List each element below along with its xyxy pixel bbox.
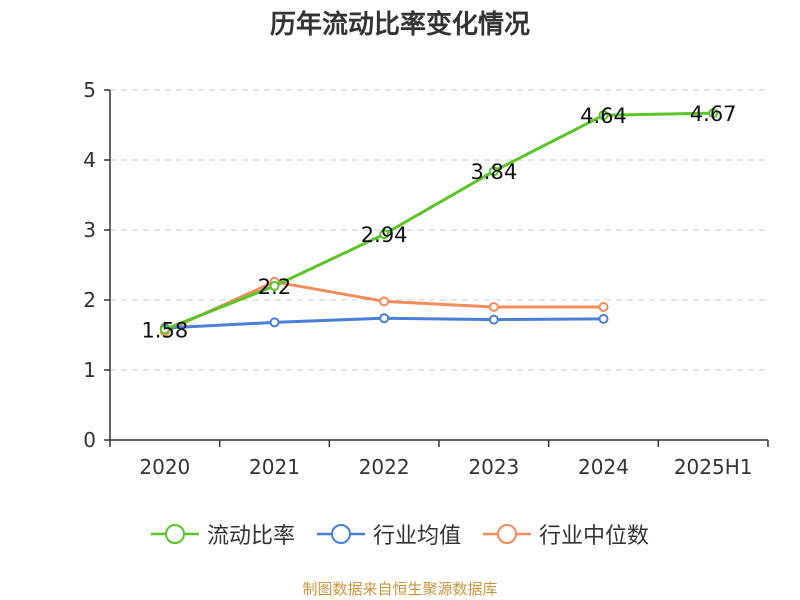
source-note: 制图数据来自恒生聚源数据库: [302, 580, 498, 598]
legend: 流动比率 行业均值 行业中位数: [0, 518, 800, 550]
legend-label: 行业均值: [372, 524, 461, 549]
data-label: 4.64: [580, 104, 627, 128]
data-point: [598, 302, 609, 312]
legend-item-industry-mean[interactable]: 行业均值: [316, 518, 461, 550]
x-tick-label: 2021: [249, 455, 300, 479]
data-label: 2.94: [361, 223, 408, 247]
legend-label: 流动比率: [206, 524, 295, 549]
chart-title: 历年流动比率变化情况: [269, 10, 530, 40]
legend-marker-icon: [316, 524, 365, 544]
legend-label: 行业中位数: [539, 524, 650, 549]
data-label: 2.2: [258, 275, 291, 299]
x-tick-label: 2024: [578, 455, 629, 479]
y-tick-label: 5: [83, 78, 96, 102]
y-tick-label: 2: [83, 288, 96, 312]
legend-marker-icon: [150, 524, 199, 544]
data-label: 1.58: [141, 318, 188, 342]
y-tick-label: 3: [83, 218, 96, 242]
x-tick-label: 2025H1: [674, 455, 753, 479]
x-tick-label: 2020: [139, 455, 190, 479]
line-chart: 0 1 2 3 4 5 2020 2021 2022 2023 2024 2025H1 1.58 2.2 2…: [83, 78, 769, 479]
data-point: [488, 302, 499, 312]
legend-item-industry-median[interactable]: 行业中位数: [483, 518, 649, 550]
data-point: [598, 110, 609, 121]
data-label: 3.84: [470, 160, 517, 184]
legend-marker-icon: [483, 524, 531, 544]
y-tick-label: 0: [83, 428, 96, 452]
data-point: [379, 296, 390, 307]
data-point: [159, 324, 170, 335]
y-tick-label: 1: [83, 358, 96, 382]
y-tick-label: 4: [83, 148, 96, 172]
legend-item-current-ratio[interactable]: 流动比率: [150, 518, 295, 550]
data-point: [269, 317, 280, 328]
data-point: [269, 281, 280, 291]
data-point: [379, 313, 390, 324]
data-point: [488, 166, 499, 177]
data-point: [598, 313, 609, 324]
series-line: [164, 111, 714, 331]
data-label: 4.67: [690, 102, 737, 126]
x-tick-label: 2022: [359, 455, 410, 479]
data-point: [379, 229, 390, 240]
data-point: [708, 108, 719, 119]
data-point: [488, 314, 499, 325]
x-tick-label: 2023: [468, 455, 519, 479]
